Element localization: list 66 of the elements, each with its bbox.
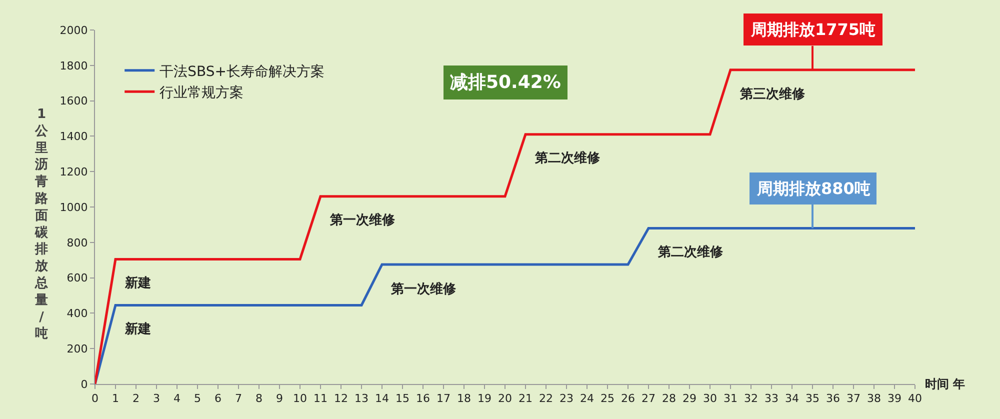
x-tick-label: 9 [276,392,283,406]
annotation: 第三次维修 [739,86,806,102]
x-tick-label: 20 [498,392,512,406]
x-tick-label: 29 [682,392,696,406]
legend-label: 干法SBS+长寿命解决方案 [160,62,324,80]
x-tick-label: 24 [580,392,594,406]
x-tick-label: 26 [621,392,635,406]
x-tick-label: 37 [846,392,860,406]
x-tick-label: 5 [194,392,201,406]
y-tick-label: 1800 [60,59,88,72]
x-tick-label: 34 [785,392,799,406]
annotation: 第二次维修 [534,150,601,166]
x-tick-label: 4 [174,392,180,406]
x-tick-label: 10 [293,392,307,406]
annotation: 新建 [124,275,151,291]
x-tick-label: 28 [662,392,676,406]
y-tick-label: 400 [66,307,88,320]
x-tick-label: 18 [457,392,471,406]
annotation: 周期排放880吨 [756,179,870,198]
x-tick-label: 23 [560,392,574,406]
x-tick-label: 25 [600,392,614,406]
x-tick-label: 16 [416,392,430,406]
x-tick-label: 12 [334,392,348,406]
y-tick-label: 600 [66,272,88,285]
y-tick-label: 1400 [60,130,88,144]
x-tick-label: 7 [235,392,242,406]
x-tick-label: 33 [764,392,778,406]
x-tick-label: 17 [436,392,450,406]
annotation: 第二次维修 [657,244,724,260]
annotation: 周期排放1775吨 [750,20,876,39]
x-tick-label: 38 [867,392,881,406]
x-tick-label: 6 [214,392,222,406]
legend-label: 行业常规方案 [160,84,244,102]
x-tick-label: 39 [888,392,902,406]
y-tick-label: 1600 [60,94,88,108]
x-tick-label: 31 [724,392,738,406]
x-tick-label: 40 [908,392,922,406]
x-tick-label: 11 [314,392,328,406]
x-tick-label: 36 [826,392,840,406]
x-tick-label: 2 [132,392,140,406]
x-axis-title: 时间 年 [925,377,966,391]
y-tick-label: 200 [66,342,88,356]
y-tick-label: 2000 [60,24,88,37]
x-tick-label: 22 [539,392,553,406]
x-tick-label: 3 [153,392,160,406]
annotation: 新建 [124,321,151,337]
y-tick-label: 1200 [60,165,88,178]
annotation: 减排50.42% [450,72,561,93]
annotation: 第一次维修 [329,212,396,228]
x-tick-label: 0 [92,392,98,406]
annotation: 第一次维修 [390,281,457,297]
x-tick-label: 15 [396,392,410,406]
x-tick-label: 1 [112,392,119,406]
x-tick-label: 32 [744,392,758,406]
x-tick-label: 8 [256,392,262,406]
x-tick-label: 27 [642,392,656,406]
y-tick-label: 1000 [60,200,88,214]
x-tick-label: 14 [375,392,389,406]
x-tick-label: 13 [354,392,368,406]
x-tick-label: 35 [806,392,820,406]
x-tick-label: 30 [703,392,717,406]
x-tick-label: 21 [518,392,532,406]
text: 1公里沥青路面碳排放总量/吨 [35,107,48,342]
x-tick-label: 19 [478,392,492,406]
y-tick-label: 0 [80,378,88,391]
y-tick-label: 800 [66,236,88,250]
